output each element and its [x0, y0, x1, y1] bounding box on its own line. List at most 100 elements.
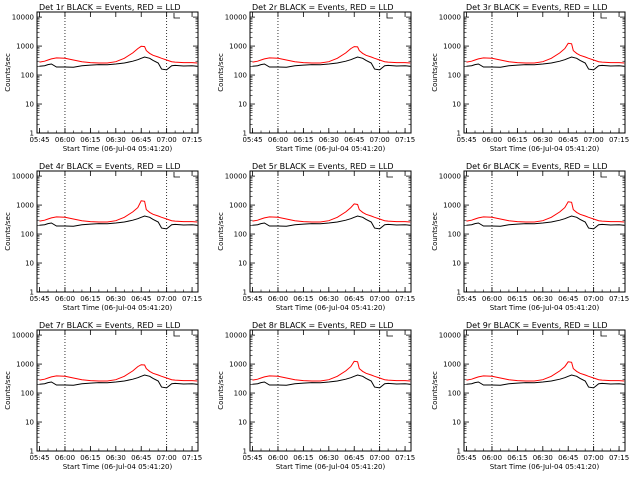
y-tick-label: 10: [238, 419, 247, 427]
x-axis-label: Start Time (06-Jul-04 05:41:20): [276, 304, 386, 312]
events-series-line: [39, 374, 198, 389]
y-tick-label: 100: [21, 72, 34, 80]
y-tick-label: 10000: [12, 14, 34, 22]
x-tick-label: 06:45: [131, 454, 151, 462]
detector-panel-4: Det 4r BLACK = Events, RED = LLD 1 10 100 10…: [4, 162, 202, 312]
x-tick-label: 07:00: [370, 454, 390, 462]
status-box-marker: [386, 331, 393, 337]
y-tick-label: 1: [30, 448, 34, 456]
x-tick-label: 07:00: [157, 295, 177, 303]
y-tick-label: 10: [238, 260, 247, 268]
y-axis-label: Counts/sec: [4, 212, 12, 251]
x-axis-label: Start Time (06-Jul-04 05:41:20): [490, 463, 600, 471]
x-tick-label: 06:30: [319, 295, 339, 303]
events-series-line: [252, 56, 411, 71]
y-tick-label: 10: [25, 260, 34, 268]
y-tick-label: 100: [234, 72, 247, 80]
events-series-line: [466, 374, 625, 389]
chart-title: Det 9r BLACK = Events, RED = LLD: [466, 321, 608, 330]
status-box-marker: [173, 331, 180, 337]
x-tick-label: 06:15: [80, 295, 100, 303]
x-tick-label: 06:45: [344, 295, 364, 303]
y-axis-label: Counts/sec: [431, 212, 439, 251]
x-tick-label: 05:45: [29, 454, 49, 462]
x-tick-label: 06:45: [558, 454, 578, 462]
status-box-marker: [386, 172, 393, 178]
y-tick-label: 100: [21, 231, 34, 239]
chart-title: Det 1r BLACK = Events, RED = LLD: [39, 3, 181, 12]
x-tick-label: 06:30: [319, 454, 339, 462]
x-tick-label: 06:30: [106, 136, 126, 144]
x-tick-label: 07:15: [395, 136, 415, 144]
x-tick-label: 07:00: [157, 136, 177, 144]
x-tick-label: 06:15: [507, 454, 527, 462]
chart-title: Det 7r BLACK = Events, RED = LLD: [39, 321, 181, 330]
x-tick-label: 05:45: [29, 295, 49, 303]
y-tick-label: 10000: [439, 14, 461, 22]
x-tick-label: 06:00: [55, 136, 75, 144]
y-tick-label: 10: [452, 419, 461, 427]
y-tick-label: 1000: [16, 43, 34, 51]
x-tick-label: 07:00: [370, 295, 390, 303]
x-tick-label: 06:00: [482, 454, 502, 462]
lld-series-line: [466, 201, 625, 223]
status-box-marker: [600, 172, 607, 178]
x-tick-label: 07:15: [395, 295, 415, 303]
y-tick-label: 10: [452, 101, 461, 109]
detector-panel-9: Det 9r BLACK = Events, RED = LLD 1 10 100 10…: [431, 321, 629, 471]
detector-panel-3: Det 3r BLACK = Events, RED = LLD 1 10 100 10…: [431, 3, 629, 153]
x-tick-label: 06:30: [319, 136, 339, 144]
y-tick-label: 10000: [225, 173, 247, 181]
y-tick-label: 1: [243, 448, 247, 456]
y-axis-label: Counts/sec: [431, 53, 439, 92]
detector-panel-1: Det 1r BLACK = Events, RED = LLD 1 10 100 10…: [4, 3, 202, 153]
x-tick-label: 06:45: [131, 136, 151, 144]
x-tick-label: 07:00: [584, 454, 604, 462]
y-tick-label: 1000: [443, 361, 461, 369]
status-box-marker: [173, 13, 180, 19]
chart-title: Det 6r BLACK = Events, RED = LLD: [466, 162, 608, 171]
detector-panel-8: Det 8r BLACK = Events, RED = LLD 1 10 100 10…: [217, 321, 415, 471]
x-tick-label: 05:45: [242, 454, 262, 462]
detector-panel-2: Det 2r BLACK = Events, RED = LLD 1 10 100 10…: [217, 3, 415, 153]
x-axis-label: Start Time (06-Jul-04 05:41:20): [490, 304, 600, 312]
lld-series-line: [466, 42, 625, 64]
y-tick-label: 1: [243, 130, 247, 138]
x-tick-label: 07:00: [370, 136, 390, 144]
x-tick-label: 07:15: [609, 454, 629, 462]
x-tick-label: 06:00: [268, 454, 288, 462]
status-box-marker: [386, 13, 393, 19]
x-tick-label: 07:00: [157, 454, 177, 462]
y-tick-label: 1: [30, 130, 34, 138]
lld-series-line: [466, 361, 625, 382]
lld-series-line: [39, 200, 198, 223]
y-tick-label: 100: [234, 231, 247, 239]
status-box-marker: [600, 13, 607, 19]
x-tick-label: 06:00: [482, 136, 502, 144]
x-tick-label: 06:00: [55, 295, 75, 303]
plot-frame: [463, 170, 626, 293]
x-tick-label: 06:00: [268, 136, 288, 144]
lld-series-line: [252, 360, 411, 382]
y-tick-label: 10000: [225, 332, 247, 340]
y-tick-label: 1000: [229, 202, 247, 210]
lld-series-line: [252, 46, 411, 64]
status-box-marker: [600, 331, 607, 337]
x-tick-label: 05:45: [242, 136, 262, 144]
x-axis-label: Start Time (06-Jul-04 05:41:20): [276, 145, 386, 153]
x-tick-label: 06:15: [507, 136, 527, 144]
x-tick-label: 06:30: [106, 454, 126, 462]
x-tick-label: 07:15: [609, 136, 629, 144]
x-tick-label: 06:45: [344, 454, 364, 462]
events-series-line: [466, 215, 625, 230]
x-axis-label: Start Time (06-Jul-04 05:41:20): [63, 145, 173, 153]
y-axis-label: Counts/sec: [4, 371, 12, 410]
y-tick-label: 100: [448, 231, 461, 239]
lld-series-line: [252, 203, 411, 223]
detector-panel-6: Det 6r BLACK = Events, RED = LLD 1 10 100 10…: [431, 162, 629, 312]
y-tick-label: 1: [243, 289, 247, 297]
detector-panel-5: Det 5r BLACK = Events, RED = LLD 1 10 100 10…: [217, 162, 415, 312]
y-tick-label: 10: [25, 101, 34, 109]
y-tick-label: 1000: [229, 43, 247, 51]
